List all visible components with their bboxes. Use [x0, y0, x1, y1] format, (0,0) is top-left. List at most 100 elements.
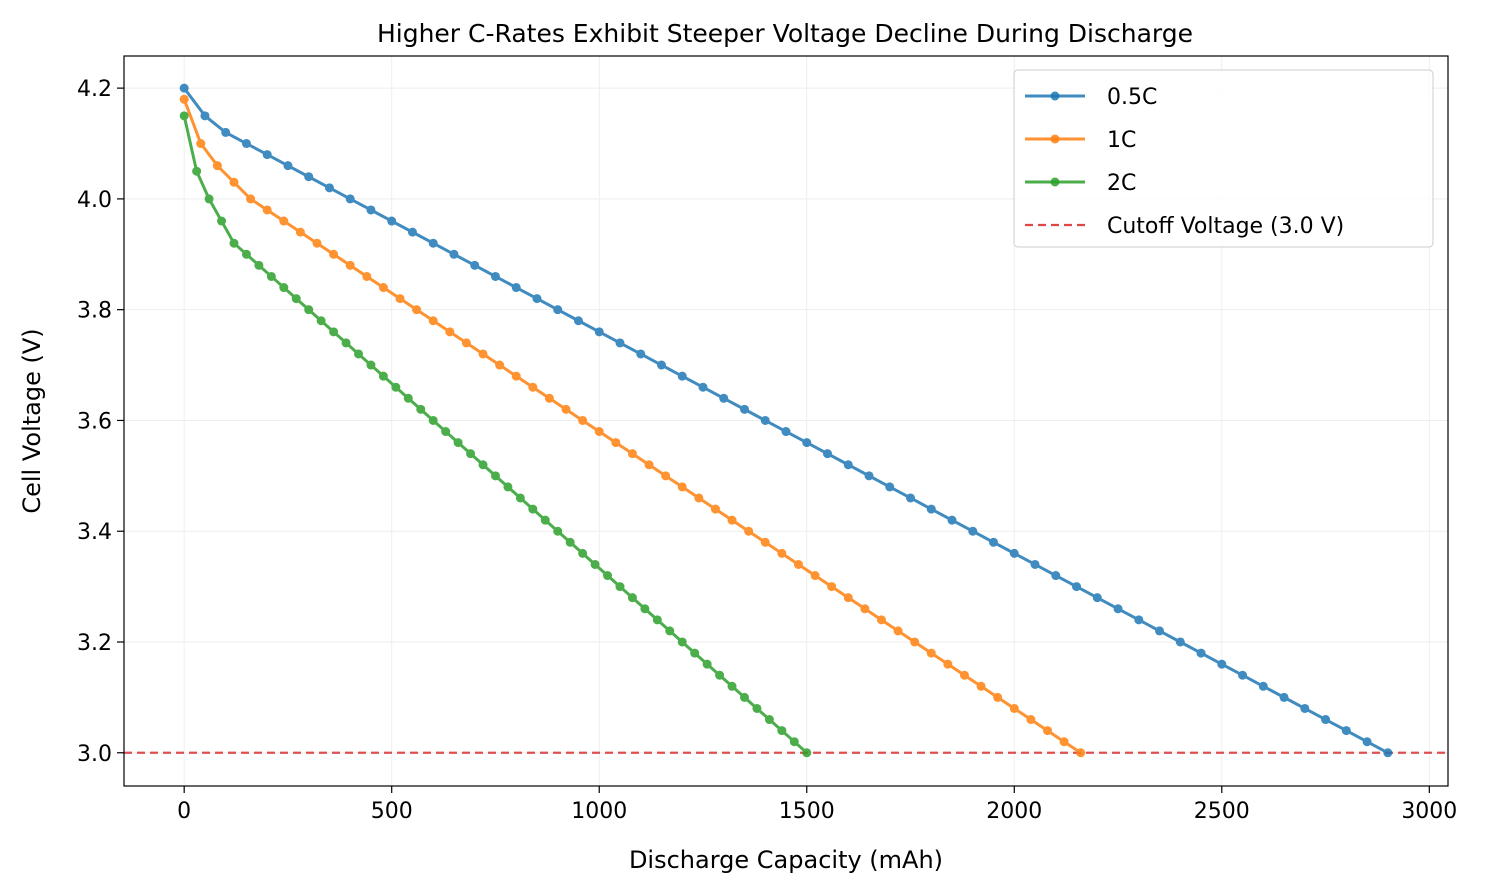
data-point [221, 127, 231, 137]
data-point [241, 139, 251, 149]
data-point [1300, 703, 1310, 713]
data-point [304, 305, 314, 315]
data-point [677, 637, 687, 647]
data-point [702, 659, 712, 669]
data-point [229, 177, 239, 187]
data-point [324, 183, 334, 193]
data-point [802, 438, 812, 448]
data-point [760, 415, 770, 425]
legend-label: 0.5C [1107, 85, 1157, 110]
data-point [565, 537, 575, 547]
data-point [416, 404, 426, 414]
data-point [366, 360, 376, 370]
data-point [644, 460, 654, 470]
data-point [1217, 659, 1227, 669]
data-point [295, 227, 305, 237]
data-point [1051, 571, 1061, 581]
legend-marker [1050, 134, 1060, 144]
data-point [843, 460, 853, 470]
data-point [445, 327, 455, 337]
data-point [1092, 593, 1102, 603]
data-point [789, 737, 799, 747]
data-point [710, 504, 720, 514]
data-point [179, 83, 189, 93]
data-point [968, 526, 978, 536]
data-point [341, 338, 351, 348]
data-point [864, 471, 874, 481]
y-axis-label: Cell Voltage (V) [18, 328, 46, 513]
data-point [478, 349, 488, 359]
chart-title: Higher C-Rates Exhibit Steeper Voltage D… [377, 19, 1193, 48]
data-point [304, 172, 314, 182]
y-tick-label: 4.2 [77, 77, 112, 102]
data-point [802, 748, 812, 758]
data-point [777, 726, 787, 736]
data-point [1009, 548, 1019, 558]
data-point [428, 238, 438, 248]
data-point [229, 238, 239, 248]
data-point [615, 338, 625, 348]
data-point [453, 438, 463, 448]
data-point [594, 327, 604, 337]
data-point [362, 271, 372, 281]
y-tick-label: 3.2 [77, 631, 112, 656]
data-point [727, 515, 737, 525]
data-point [636, 349, 646, 359]
x-tick-label: 3000 [1401, 799, 1457, 824]
data-point [627, 593, 637, 603]
data-point [428, 316, 438, 326]
y-axis: 3.0 3.2 3.4 3.6 3.8 4.0 4.2 [77, 77, 124, 767]
data-point [391, 382, 401, 392]
data-point [212, 161, 222, 171]
data-point [640, 604, 650, 614]
data-point [1026, 715, 1036, 725]
legend-marker [1050, 177, 1060, 187]
x-axis-label: Discharge Capacity (mAh) [629, 846, 943, 874]
data-point [876, 615, 886, 625]
data-point [241, 249, 251, 259]
data-point [781, 427, 791, 437]
data-point [345, 260, 355, 270]
legend-label: 1C [1107, 128, 1136, 153]
data-point [885, 482, 895, 492]
data-point [694, 493, 704, 503]
data-point [179, 111, 189, 121]
data-point [976, 681, 986, 691]
legend-label: 2C [1107, 171, 1136, 196]
data-point [947, 515, 957, 525]
data-point [470, 260, 480, 270]
data-point [764, 715, 774, 725]
y-tick-label: 3.6 [77, 409, 112, 434]
data-point [204, 194, 214, 204]
data-point [312, 238, 322, 248]
data-point [777, 548, 787, 558]
data-point [611, 438, 621, 448]
data-point [1076, 748, 1086, 758]
data-point [279, 283, 289, 293]
data-point [578, 415, 588, 425]
data-point [540, 515, 550, 525]
data-point [1042, 726, 1052, 736]
data-point [1113, 604, 1123, 614]
data-point [1362, 737, 1372, 747]
data-point [283, 161, 293, 171]
series-2C [179, 111, 812, 758]
data-point [407, 227, 417, 237]
data-point [561, 404, 571, 414]
data-point [760, 537, 770, 547]
data-point [715, 670, 725, 680]
x-axis: 0 500 1000 1500 2000 2500 3000 [177, 786, 1457, 824]
data-point [366, 205, 376, 215]
data-point [615, 582, 625, 592]
data-point [449, 249, 459, 259]
legend-marker [1050, 91, 1060, 101]
x-tick-label: 1000 [571, 799, 627, 824]
series-group [179, 83, 1393, 758]
data-point [528, 382, 538, 392]
data-point [196, 139, 206, 149]
data-point [793, 559, 803, 569]
data-point [329, 249, 339, 259]
data-point [1134, 615, 1144, 625]
data-point [378, 283, 388, 293]
data-point [503, 482, 513, 492]
